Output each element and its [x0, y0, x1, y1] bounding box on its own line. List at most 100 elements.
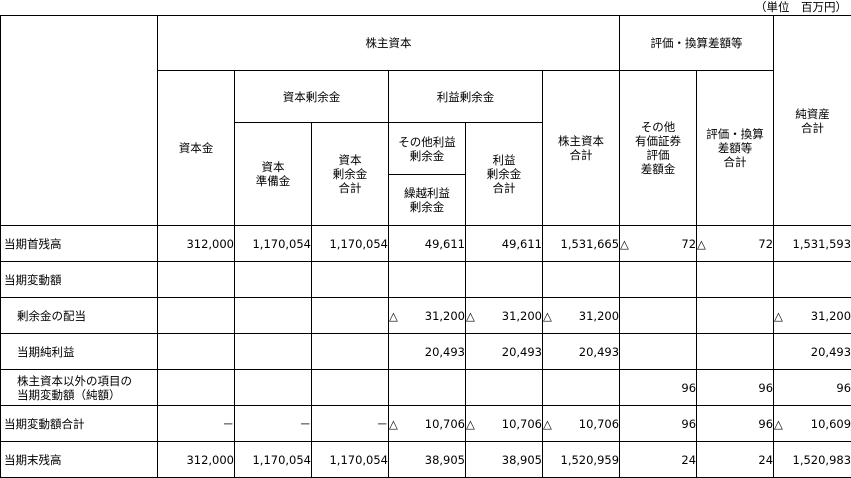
value-cell: 96 [619, 405, 698, 442]
cell-value: 31,200 [424, 308, 465, 323]
negative-marker: △ [774, 416, 783, 431]
cell-value: 49,611 [501, 236, 542, 251]
value-cell: 312,000 [157, 225, 235, 262]
negative-marker: △ [389, 416, 398, 431]
cell-value: 24 [758, 452, 774, 467]
header-shihon-joyokin: 資本剰余金 [234, 70, 389, 123]
negative-marker: △ [466, 308, 475, 323]
header-shihonkin: 資本金 [157, 70, 235, 226]
cell-value: 1,531,593 [792, 236, 851, 251]
row-label: 当期首残高 [0, 225, 158, 262]
value-cell [465, 369, 543, 406]
row-label: 当期末残高 [0, 441, 158, 478]
cell-value: 10,609 [810, 416, 851, 431]
value-cell [234, 261, 312, 298]
value-cell: △ 10,609 [773, 405, 851, 442]
cell-value: － [376, 416, 388, 431]
cell-value: 1,531,665 [560, 236, 620, 251]
value-cell [157, 333, 235, 370]
value-cell: △ 10,706 [541, 405, 621, 442]
value-cell [388, 261, 466, 298]
negative-marker: △ [543, 416, 552, 431]
value-cell [311, 369, 389, 406]
header-rieki-joyokin: 利益剰余金 [388, 70, 543, 123]
cell-value: 312,000 [186, 236, 234, 251]
value-cell: 1,170,054 [234, 441, 312, 478]
cell-value: 1,520,959 [560, 452, 620, 467]
cell-value: 96 [836, 380, 851, 395]
header-shihon-joyo-total: 資本 剰余金 合計 [311, 122, 389, 226]
cell-value: 96 [681, 380, 697, 395]
negative-marker: △ [466, 416, 475, 431]
negative-marker: △ [697, 236, 706, 251]
value-cell: 1,170,054 [311, 441, 389, 478]
table-row: 株主資本以外の項目の 当期変動額（純額） 96 96 96 [0, 369, 851, 406]
value-cell: － [157, 405, 235, 442]
value-cell: 49,611 [465, 225, 543, 262]
value-cell: △ 31,200 [773, 297, 851, 334]
value-cell: △ 31,200 [465, 297, 543, 334]
cell-value: 38,905 [501, 452, 542, 467]
value-cell: － [311, 405, 389, 442]
value-cell: 1,531,593 [773, 225, 851, 262]
value-cell [696, 261, 775, 298]
cell-value: 20,493 [578, 344, 620, 359]
value-cell: 96 [773, 369, 851, 406]
value-cell [311, 297, 389, 334]
cell-value: 31,200 [578, 308, 620, 323]
value-cell [773, 261, 851, 298]
table-row: 当期変動額 [0, 261, 851, 298]
cell-value: 96 [758, 416, 774, 431]
value-cell: 1,520,983 [773, 441, 851, 478]
value-cell: 1,170,054 [311, 225, 389, 262]
negative-marker: △ [543, 308, 552, 323]
value-cell [619, 297, 698, 334]
header-kurikoshi: 繰越利益 剰余金 [388, 174, 466, 226]
cell-value: － [299, 416, 311, 431]
value-cell: 96 [696, 369, 775, 406]
cell-value: 38,905 [424, 452, 465, 467]
table-row: 当期首残高 312,000 1,170,054 1,170,054 49,611 49,6… [0, 225, 851, 262]
cell-value: 49,611 [424, 236, 465, 251]
header-rieki-joyo-total: 利益 剰余金 合計 [465, 122, 543, 226]
value-cell: △ 10,706 [465, 405, 543, 442]
value-cell [696, 333, 775, 370]
table-row: 当期純利益 20,493 20,493 20,493 20,493 [0, 333, 851, 370]
value-cell: △ 31,200 [541, 297, 621, 334]
cell-value: 10,706 [578, 416, 620, 431]
cell-value: 31,200 [501, 308, 542, 323]
value-cell [388, 369, 466, 406]
header-sonota-rieki: その他利益 剰余金 [388, 122, 466, 175]
row-label: 剰余金の配当 [0, 297, 158, 334]
cell-value: 72 [681, 236, 697, 251]
row-label: 当期変動額 [0, 261, 158, 298]
cell-value: 20,493 [810, 344, 851, 359]
header-hyoka-total: 評価・換算 差額等 合計 [696, 70, 775, 226]
value-cell: 1,520,959 [541, 441, 621, 478]
value-cell [619, 333, 698, 370]
cell-value: 10,706 [424, 416, 465, 431]
cell-value: 1,170,054 [329, 452, 388, 467]
value-cell: △ 72 [619, 225, 698, 262]
value-cell: △ 72 [696, 225, 775, 262]
cell-value: 20,493 [424, 344, 465, 359]
cell-value: 1,170,054 [252, 452, 311, 467]
cell-value: 1,170,054 [252, 236, 311, 251]
value-cell [234, 333, 312, 370]
header-kabunushi-shihon: 株主資本 [156, 15, 621, 71]
value-cell: 96 [696, 405, 775, 442]
value-cell: 24 [696, 441, 775, 478]
value-cell: 312,000 [157, 441, 235, 478]
row-label: 当期純利益 [0, 333, 158, 370]
cell-value: 1,520,983 [792, 452, 851, 467]
header-junshisan-total: 純資産 合計 [773, 15, 851, 226]
value-cell: 1,531,665 [541, 225, 621, 262]
value-cell: 20,493 [773, 333, 851, 370]
cell-value: 24 [681, 452, 697, 467]
cell-value: 20,493 [501, 344, 542, 359]
value-cell [696, 297, 775, 334]
statement-of-changes-table: 株主資本 評価・換算差額等 純資産 合計 資本金 資本剰余金 利益剰余金 株主資… [0, 15, 851, 478]
unit-label: （単位 百万円） [755, 0, 847, 14]
value-cell: 38,905 [388, 441, 466, 478]
value-cell [619, 261, 698, 298]
